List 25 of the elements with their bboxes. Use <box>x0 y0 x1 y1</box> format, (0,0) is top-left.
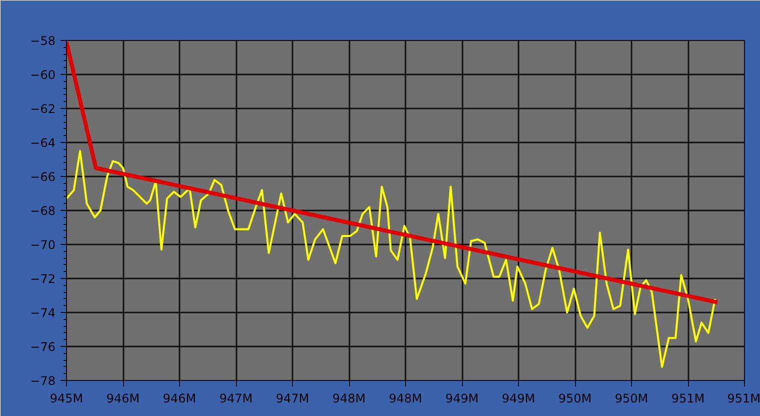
x-tick-label: 945M <box>50 392 84 406</box>
y-tick-label: −58 <box>30 34 56 48</box>
x-tick-label: 950M <box>558 392 592 406</box>
x-tick-label: 947M <box>276 392 310 406</box>
y-tick-label: −74 <box>30 306 56 320</box>
x-tick-label: 951M <box>671 392 705 406</box>
y-tick-label: −62 <box>30 102 56 116</box>
x-tick-label: 946M <box>106 392 140 406</box>
y-tick-label: −68 <box>30 204 56 218</box>
x-tick-label: 946M <box>162 392 196 406</box>
x-tick-label: 948M <box>332 392 366 406</box>
x-tick-label: 948M <box>388 392 422 406</box>
x-tick-label: 950M <box>614 392 648 406</box>
y-tick-label: −78 <box>30 374 56 388</box>
x-tick-label: 949M <box>502 392 536 406</box>
x-tick-label: 947M <box>219 392 253 406</box>
y-tick-label: −70 <box>30 238 56 252</box>
y-tick-label: −76 <box>30 340 56 354</box>
x-tick-label: 949M <box>445 392 479 406</box>
line-series <box>66 150 716 368</box>
x-tick-label: 951M <box>727 392 760 406</box>
y-tick-label: −64 <box>30 136 56 150</box>
y-tick-label: −72 <box>30 272 56 286</box>
y-tick-label: −60 <box>30 68 56 82</box>
y-tick-label: −66 <box>30 170 56 184</box>
